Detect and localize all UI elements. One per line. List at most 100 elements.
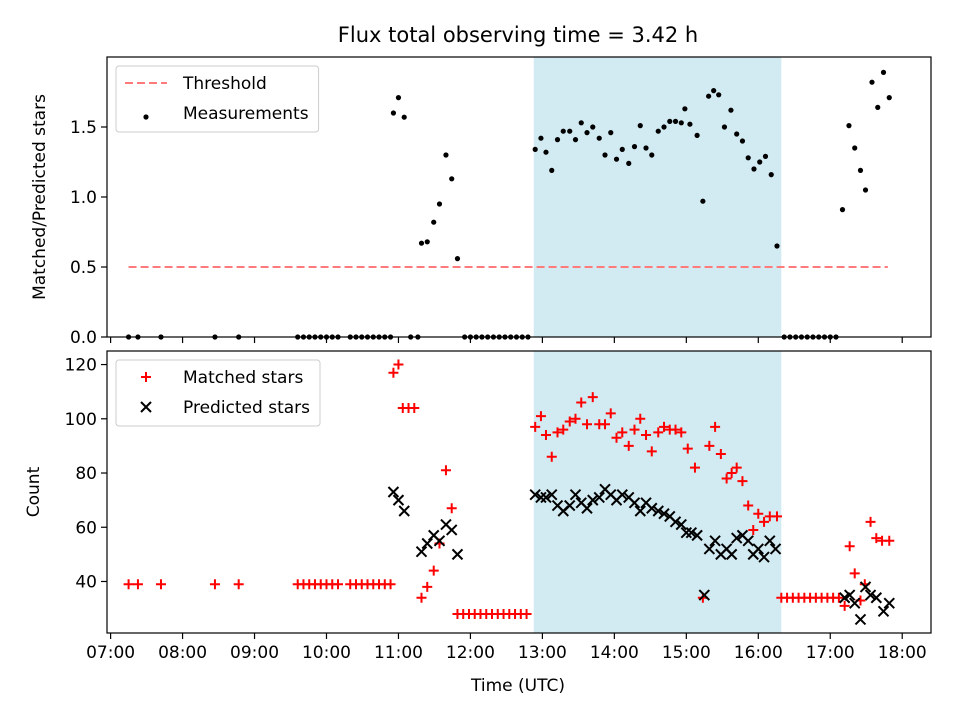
data-point bbox=[446, 524, 458, 536]
data-point bbox=[839, 207, 846, 213]
data-point bbox=[392, 494, 405, 506]
data-point bbox=[734, 131, 740, 137]
data-point bbox=[687, 121, 693, 127]
data-point bbox=[611, 432, 622, 443]
data-point bbox=[422, 581, 433, 592]
y-tick-label: 1.0 bbox=[70, 188, 97, 208]
x-tick-label: 10:00 bbox=[302, 643, 351, 663]
y-tick-label: 60 bbox=[75, 518, 97, 538]
data-point bbox=[757, 159, 763, 165]
data-point bbox=[540, 430, 551, 441]
data-point bbox=[546, 451, 557, 462]
data-point bbox=[535, 411, 546, 422]
data-point bbox=[742, 535, 754, 547]
x-tick-label: 11:00 bbox=[374, 643, 423, 663]
x-tick-label: 09:00 bbox=[230, 643, 279, 663]
data-point bbox=[558, 424, 569, 435]
data-point bbox=[416, 592, 427, 603]
data-point bbox=[390, 110, 397, 116]
y-tick-label: 120 bbox=[65, 356, 97, 376]
data-point bbox=[661, 124, 667, 130]
data-point bbox=[617, 427, 628, 438]
data-point bbox=[752, 543, 764, 555]
data-point bbox=[554, 137, 561, 143]
data-point bbox=[846, 123, 852, 129]
legend-swatch bbox=[143, 114, 149, 120]
data-point bbox=[771, 511, 782, 522]
data-point bbox=[587, 494, 599, 506]
y-tick-label: 80 bbox=[75, 464, 97, 484]
data-point bbox=[431, 219, 437, 225]
data-point bbox=[731, 462, 742, 473]
data-point bbox=[875, 104, 881, 110]
data-point bbox=[703, 543, 716, 555]
data-point bbox=[833, 592, 844, 603]
data-point bbox=[637, 123, 643, 129]
legend-swatch bbox=[141, 372, 151, 382]
data-point bbox=[839, 600, 850, 611]
data-point bbox=[715, 449, 726, 460]
data-point bbox=[587, 392, 598, 403]
data-point bbox=[649, 152, 655, 158]
data-point bbox=[716, 92, 722, 98]
legend-label: Predicted stars bbox=[183, 398, 310, 418]
data-point bbox=[758, 551, 770, 563]
data-point bbox=[535, 491, 547, 504]
data-point bbox=[682, 106, 688, 112]
data-point bbox=[564, 499, 576, 512]
data-point bbox=[602, 152, 608, 158]
data-point bbox=[608, 130, 614, 136]
data-point bbox=[764, 535, 776, 547]
data-point bbox=[529, 489, 541, 501]
data-point bbox=[685, 526, 698, 539]
data-point bbox=[658, 507, 670, 520]
data-point bbox=[646, 446, 657, 457]
data-point bbox=[682, 443, 693, 454]
data-point bbox=[623, 440, 634, 451]
data-point bbox=[886, 95, 892, 101]
data-point bbox=[877, 605, 890, 618]
data-point bbox=[538, 135, 544, 141]
y-tick-label: 40 bbox=[75, 572, 97, 592]
data-point bbox=[393, 359, 404, 370]
data-point bbox=[546, 489, 558, 501]
series-0 bbox=[125, 69, 892, 340]
data-point bbox=[409, 402, 420, 413]
data-point bbox=[728, 107, 734, 113]
data-point bbox=[421, 537, 433, 550]
data-point bbox=[628, 497, 641, 509]
highlight-span bbox=[533, 351, 782, 633]
x-tick-label: 13:00 bbox=[518, 643, 567, 663]
data-point bbox=[552, 427, 563, 438]
legend-label: Measurements bbox=[183, 104, 309, 124]
data-point bbox=[333, 579, 344, 590]
data-point bbox=[762, 153, 769, 159]
data-point bbox=[646, 502, 658, 514]
legend-box bbox=[115, 359, 321, 427]
data-point bbox=[576, 397, 587, 408]
data-point bbox=[631, 144, 638, 150]
data-point bbox=[694, 132, 700, 138]
data-point bbox=[730, 532, 743, 544]
data-point bbox=[398, 505, 410, 517]
x-tick-label: 16:00 bbox=[734, 643, 783, 663]
data-point bbox=[560, 128, 566, 134]
y-tick-label: 1.5 bbox=[70, 118, 97, 138]
x-tick-label: 12:00 bbox=[446, 643, 495, 663]
data-point bbox=[540, 491, 552, 504]
data-point bbox=[745, 155, 751, 161]
data-point bbox=[669, 516, 682, 528]
data-point bbox=[676, 427, 687, 438]
data-point bbox=[549, 167, 555, 173]
series-0 bbox=[123, 359, 895, 620]
data-point bbox=[689, 462, 700, 473]
data-point bbox=[564, 416, 575, 427]
data-point bbox=[849, 568, 860, 579]
data-point bbox=[726, 468, 737, 479]
data-point bbox=[590, 124, 596, 130]
data-point bbox=[884, 535, 895, 546]
data-point bbox=[616, 489, 628, 501]
data-point bbox=[643, 145, 649, 151]
legend-label: Threshold bbox=[182, 74, 267, 94]
